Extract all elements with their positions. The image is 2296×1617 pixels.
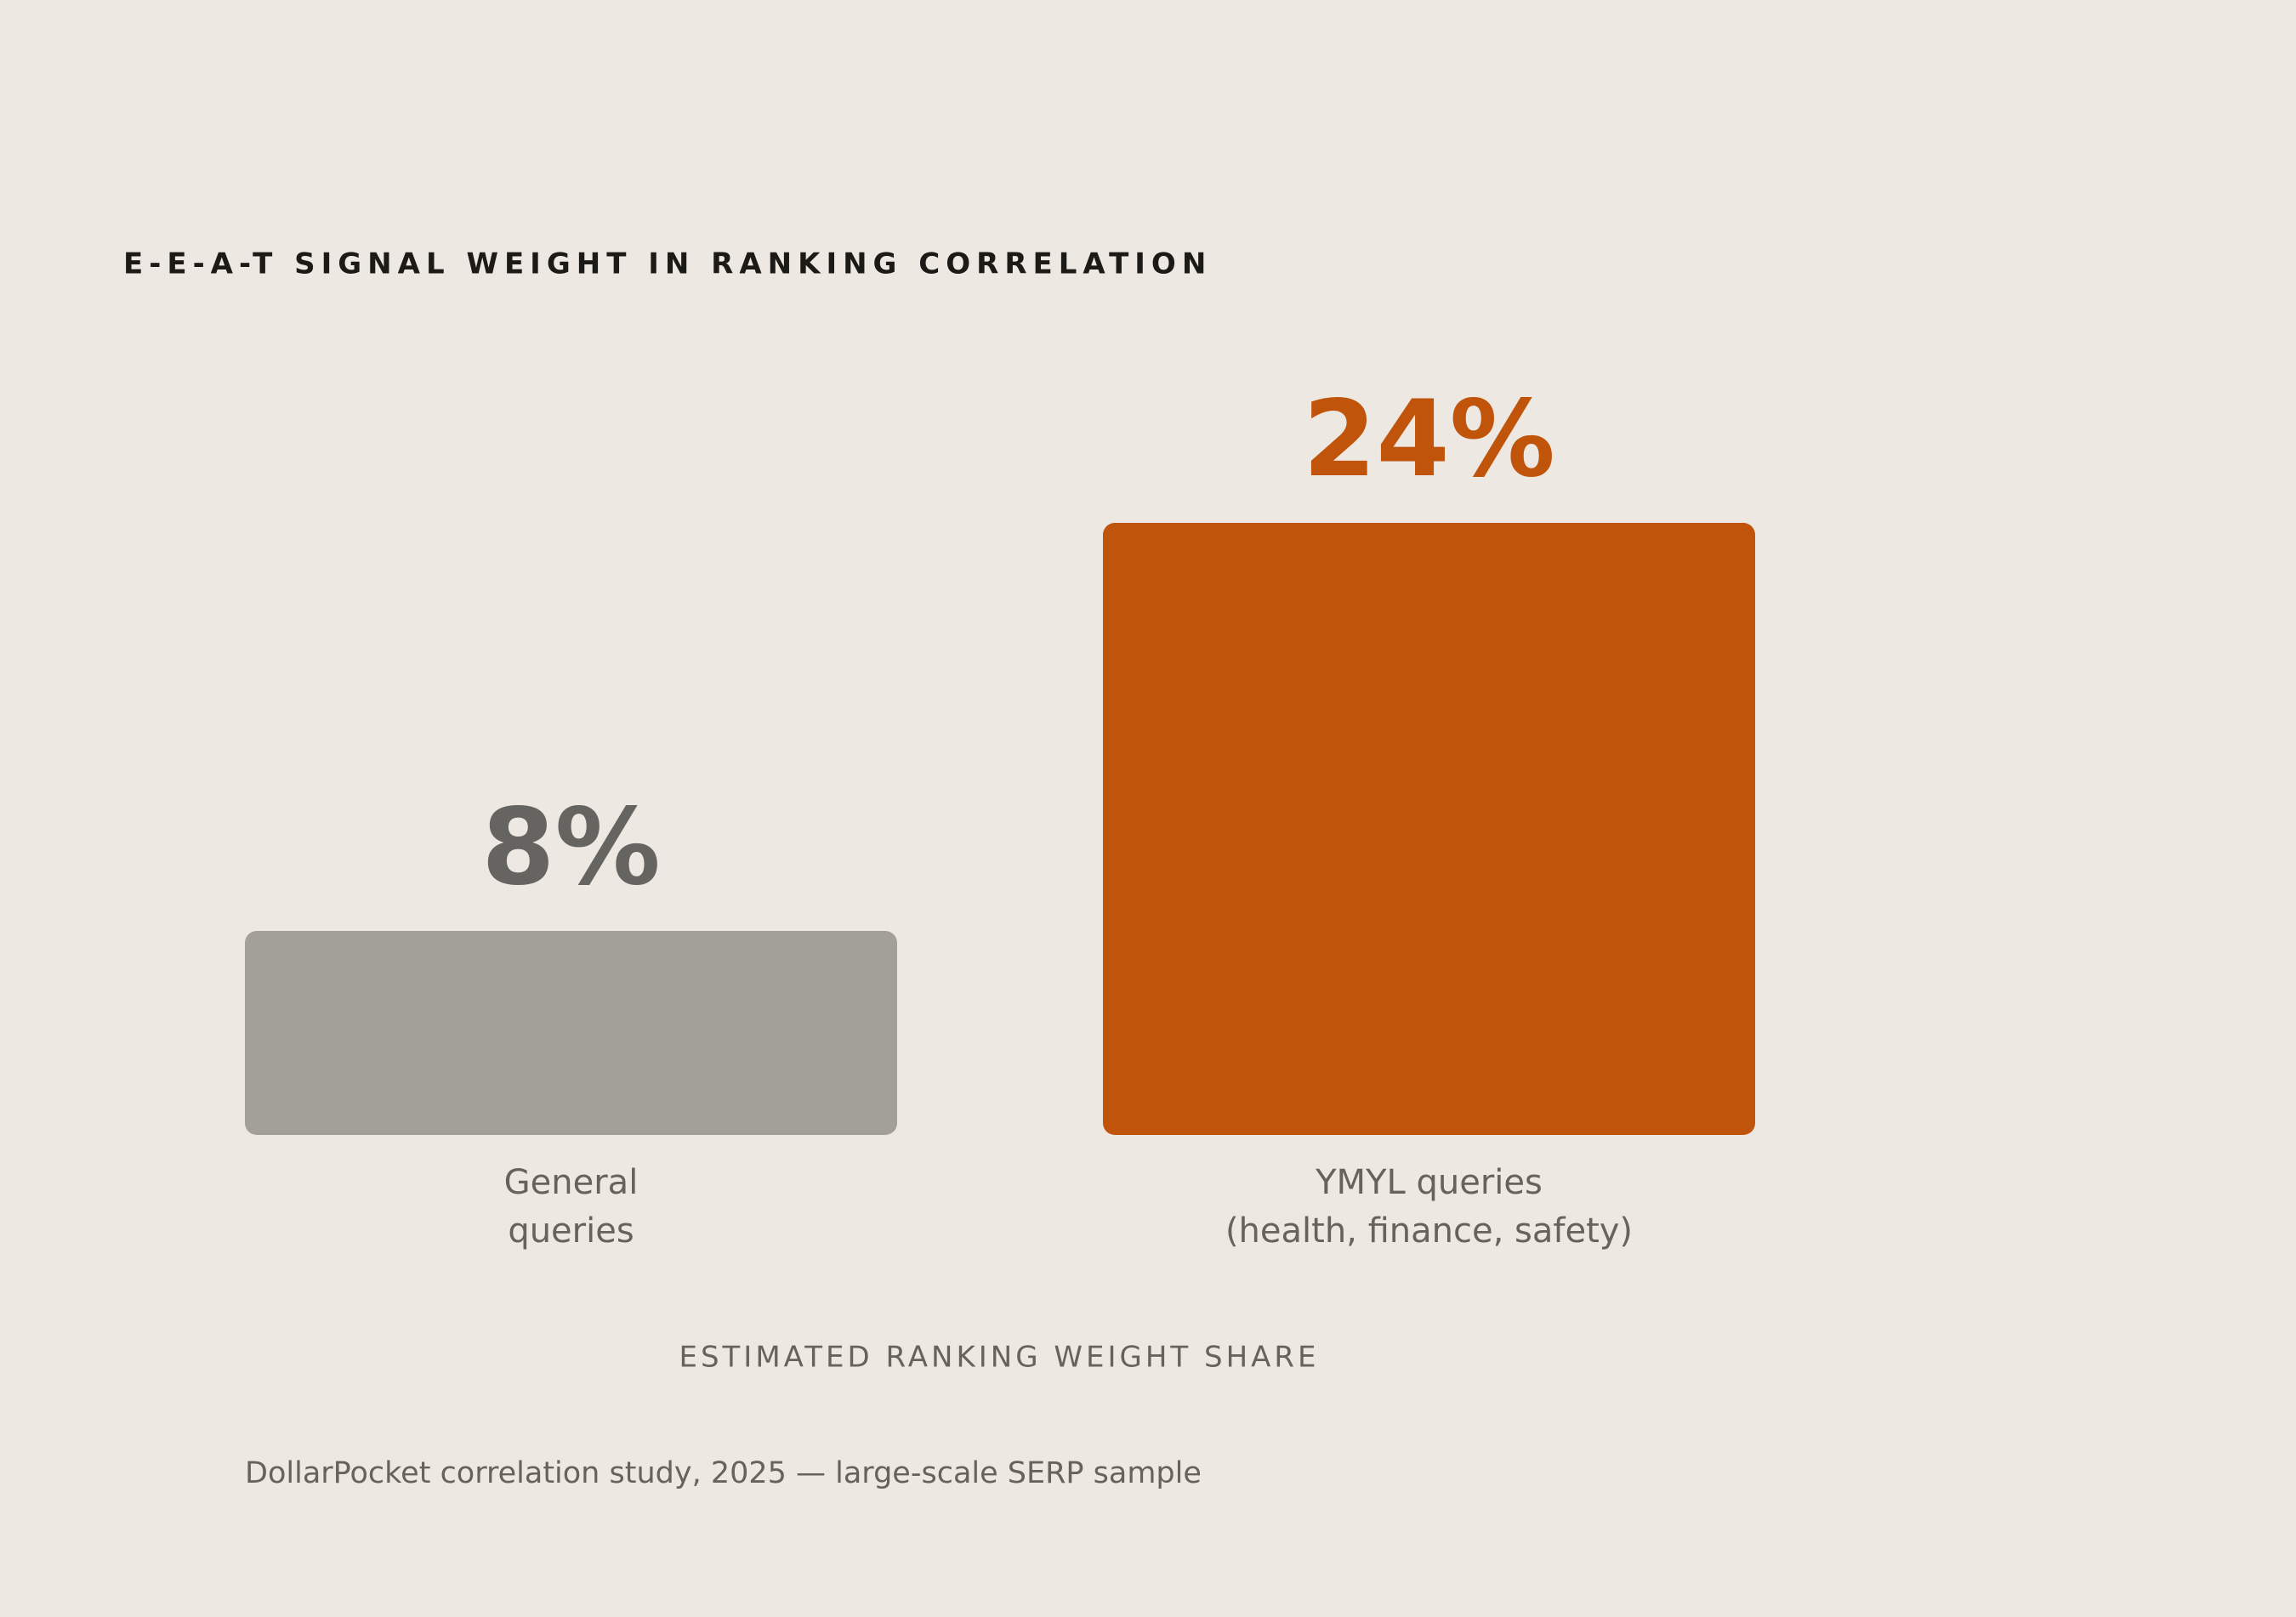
category-label: YMYL queries	[1315, 1163, 1543, 1202]
bar	[245, 931, 897, 1135]
category-label: queries	[508, 1211, 634, 1251]
category-label: General	[504, 1163, 639, 1202]
category-label: (health, finance, safety)	[1225, 1211, 1633, 1251]
value-label: 24%	[1303, 378, 1555, 501]
value-label: 8%	[481, 786, 661, 909]
chart-title: E-E-A-T SIGNAL WEIGHT IN RANKING CORRELA…	[123, 247, 1212, 281]
x-axis-label: ESTIMATED RANKING WEIGHT SHARE	[679, 1341, 1319, 1375]
source-note: DollarPocket correlation study, 2025 — l…	[245, 1456, 1202, 1490]
bar	[1103, 523, 1755, 1135]
